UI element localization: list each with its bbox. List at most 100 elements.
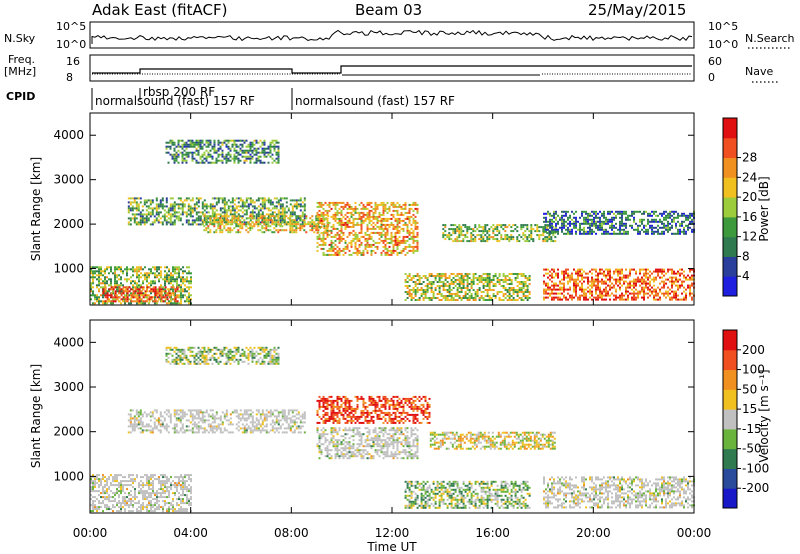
echo-pixel — [635, 278, 637, 281]
echo-pixel — [143, 213, 146, 216]
echo-pixel — [98, 508, 100, 511]
echo-pixel — [271, 231, 274, 234]
echo-pixel — [394, 203, 397, 206]
echo-pixel — [396, 237, 399, 240]
echo-pixel — [691, 218, 693, 221]
echo-pixel — [90, 272, 92, 275]
echo-pixel — [195, 161, 198, 164]
echo-pixel — [106, 268, 108, 271]
echo-pixel — [213, 217, 216, 220]
echo-pixel — [444, 283, 447, 285]
echo-pixel — [356, 221, 359, 224]
echo-pixel — [669, 298, 671, 301]
echo-pixel — [152, 282, 154, 285]
echo-pixel — [416, 289, 419, 291]
echo-pixel — [181, 155, 184, 158]
echo-pixel — [468, 297, 471, 299]
echo-pixel — [410, 203, 413, 206]
echo-pixel — [645, 274, 647, 277]
echo-pixel — [98, 274, 100, 277]
echo-pixel — [551, 230, 553, 233]
echo-pixel — [633, 290, 635, 293]
echo-pixel — [687, 226, 689, 229]
echo-pixel — [583, 210, 585, 213]
echo-pixel — [142, 294, 145, 297]
echo-pixel — [340, 205, 343, 208]
echo-pixel — [318, 215, 321, 218]
echo-pixel — [182, 294, 184, 297]
echo-pixel — [484, 230, 487, 233]
echo-pixel — [148, 298, 151, 301]
echo-pixel — [376, 207, 379, 210]
echo-pixel — [408, 231, 411, 234]
echo-pixel — [356, 251, 359, 254]
echo-pixel — [160, 288, 163, 291]
echo-pixel — [243, 155, 246, 158]
echo-pixel — [265, 151, 268, 154]
echo-pixel — [293, 203, 296, 206]
echo-pixel — [147, 217, 150, 220]
echo-pixel — [528, 277, 531, 279]
echo-pixel — [182, 290, 184, 293]
echo-pixel — [197, 145, 200, 148]
echo-pixel — [245, 217, 248, 220]
echo-pixel — [237, 197, 240, 200]
echo-pixel — [166, 272, 168, 275]
echo-pixel — [275, 157, 278, 160]
echo-pixel — [255, 149, 258, 152]
echo-pixel — [360, 215, 363, 218]
echo-pixel — [510, 273, 513, 275]
echo-pixel — [412, 297, 415, 299]
echo-pixel — [164, 288, 166, 291]
echo-pixel — [173, 213, 176, 216]
echo-pixel — [360, 235, 363, 238]
echo-pixel — [299, 229, 302, 232]
echo-pixel — [460, 228, 463, 231]
echo-pixel — [114, 272, 116, 275]
echo-pixel — [372, 231, 375, 234]
echo-pixel — [98, 502, 100, 505]
echo-pixel — [577, 284, 579, 287]
echo-pixel — [516, 295, 519, 297]
echo-pixel — [623, 298, 625, 301]
echo-pixel — [261, 231, 264, 234]
echo-pixel — [176, 288, 179, 291]
echo-pixel — [219, 225, 222, 228]
echo-pixel — [563, 272, 565, 275]
echo-pixel — [177, 215, 180, 218]
echo-pixel — [508, 293, 511, 295]
echo-pixel — [134, 282, 136, 285]
echo-pixel — [681, 298, 683, 301]
echo-pixel — [514, 279, 517, 281]
echo-pixel — [189, 223, 192, 226]
echo-pixel — [164, 278, 166, 281]
echo-pixel — [346, 247, 349, 250]
echo-pixel — [378, 237, 381, 240]
echo-pixel — [191, 199, 194, 202]
echo-pixel — [328, 201, 331, 204]
echo-pixel — [402, 237, 405, 240]
echo-pixel — [424, 297, 427, 299]
echo-pixel — [279, 213, 282, 216]
echo-pixel — [261, 201, 264, 204]
echo-pixel — [370, 245, 373, 248]
echo-pixel — [585, 218, 587, 221]
echo-pixel — [356, 253, 359, 256]
echo-pixel — [259, 139, 262, 142]
echo-pixel — [96, 510, 98, 513]
echo-pixel — [158, 294, 161, 297]
echo-pixel — [583, 220, 585, 223]
echo-pixel — [185, 213, 188, 216]
echo-pixel — [239, 215, 242, 218]
echo-pixel — [219, 147, 222, 150]
echo-pixel — [380, 217, 383, 220]
echo-pixel — [269, 219, 272, 222]
echo-pixel — [243, 205, 246, 208]
echo-pixel — [460, 234, 463, 237]
echo-pixel — [253, 205, 256, 208]
echo-pixel — [386, 219, 389, 222]
echo-pixel — [398, 225, 401, 228]
echo-pixel — [565, 288, 567, 291]
echo-pixel — [241, 217, 244, 220]
echo-pixel — [128, 268, 130, 271]
